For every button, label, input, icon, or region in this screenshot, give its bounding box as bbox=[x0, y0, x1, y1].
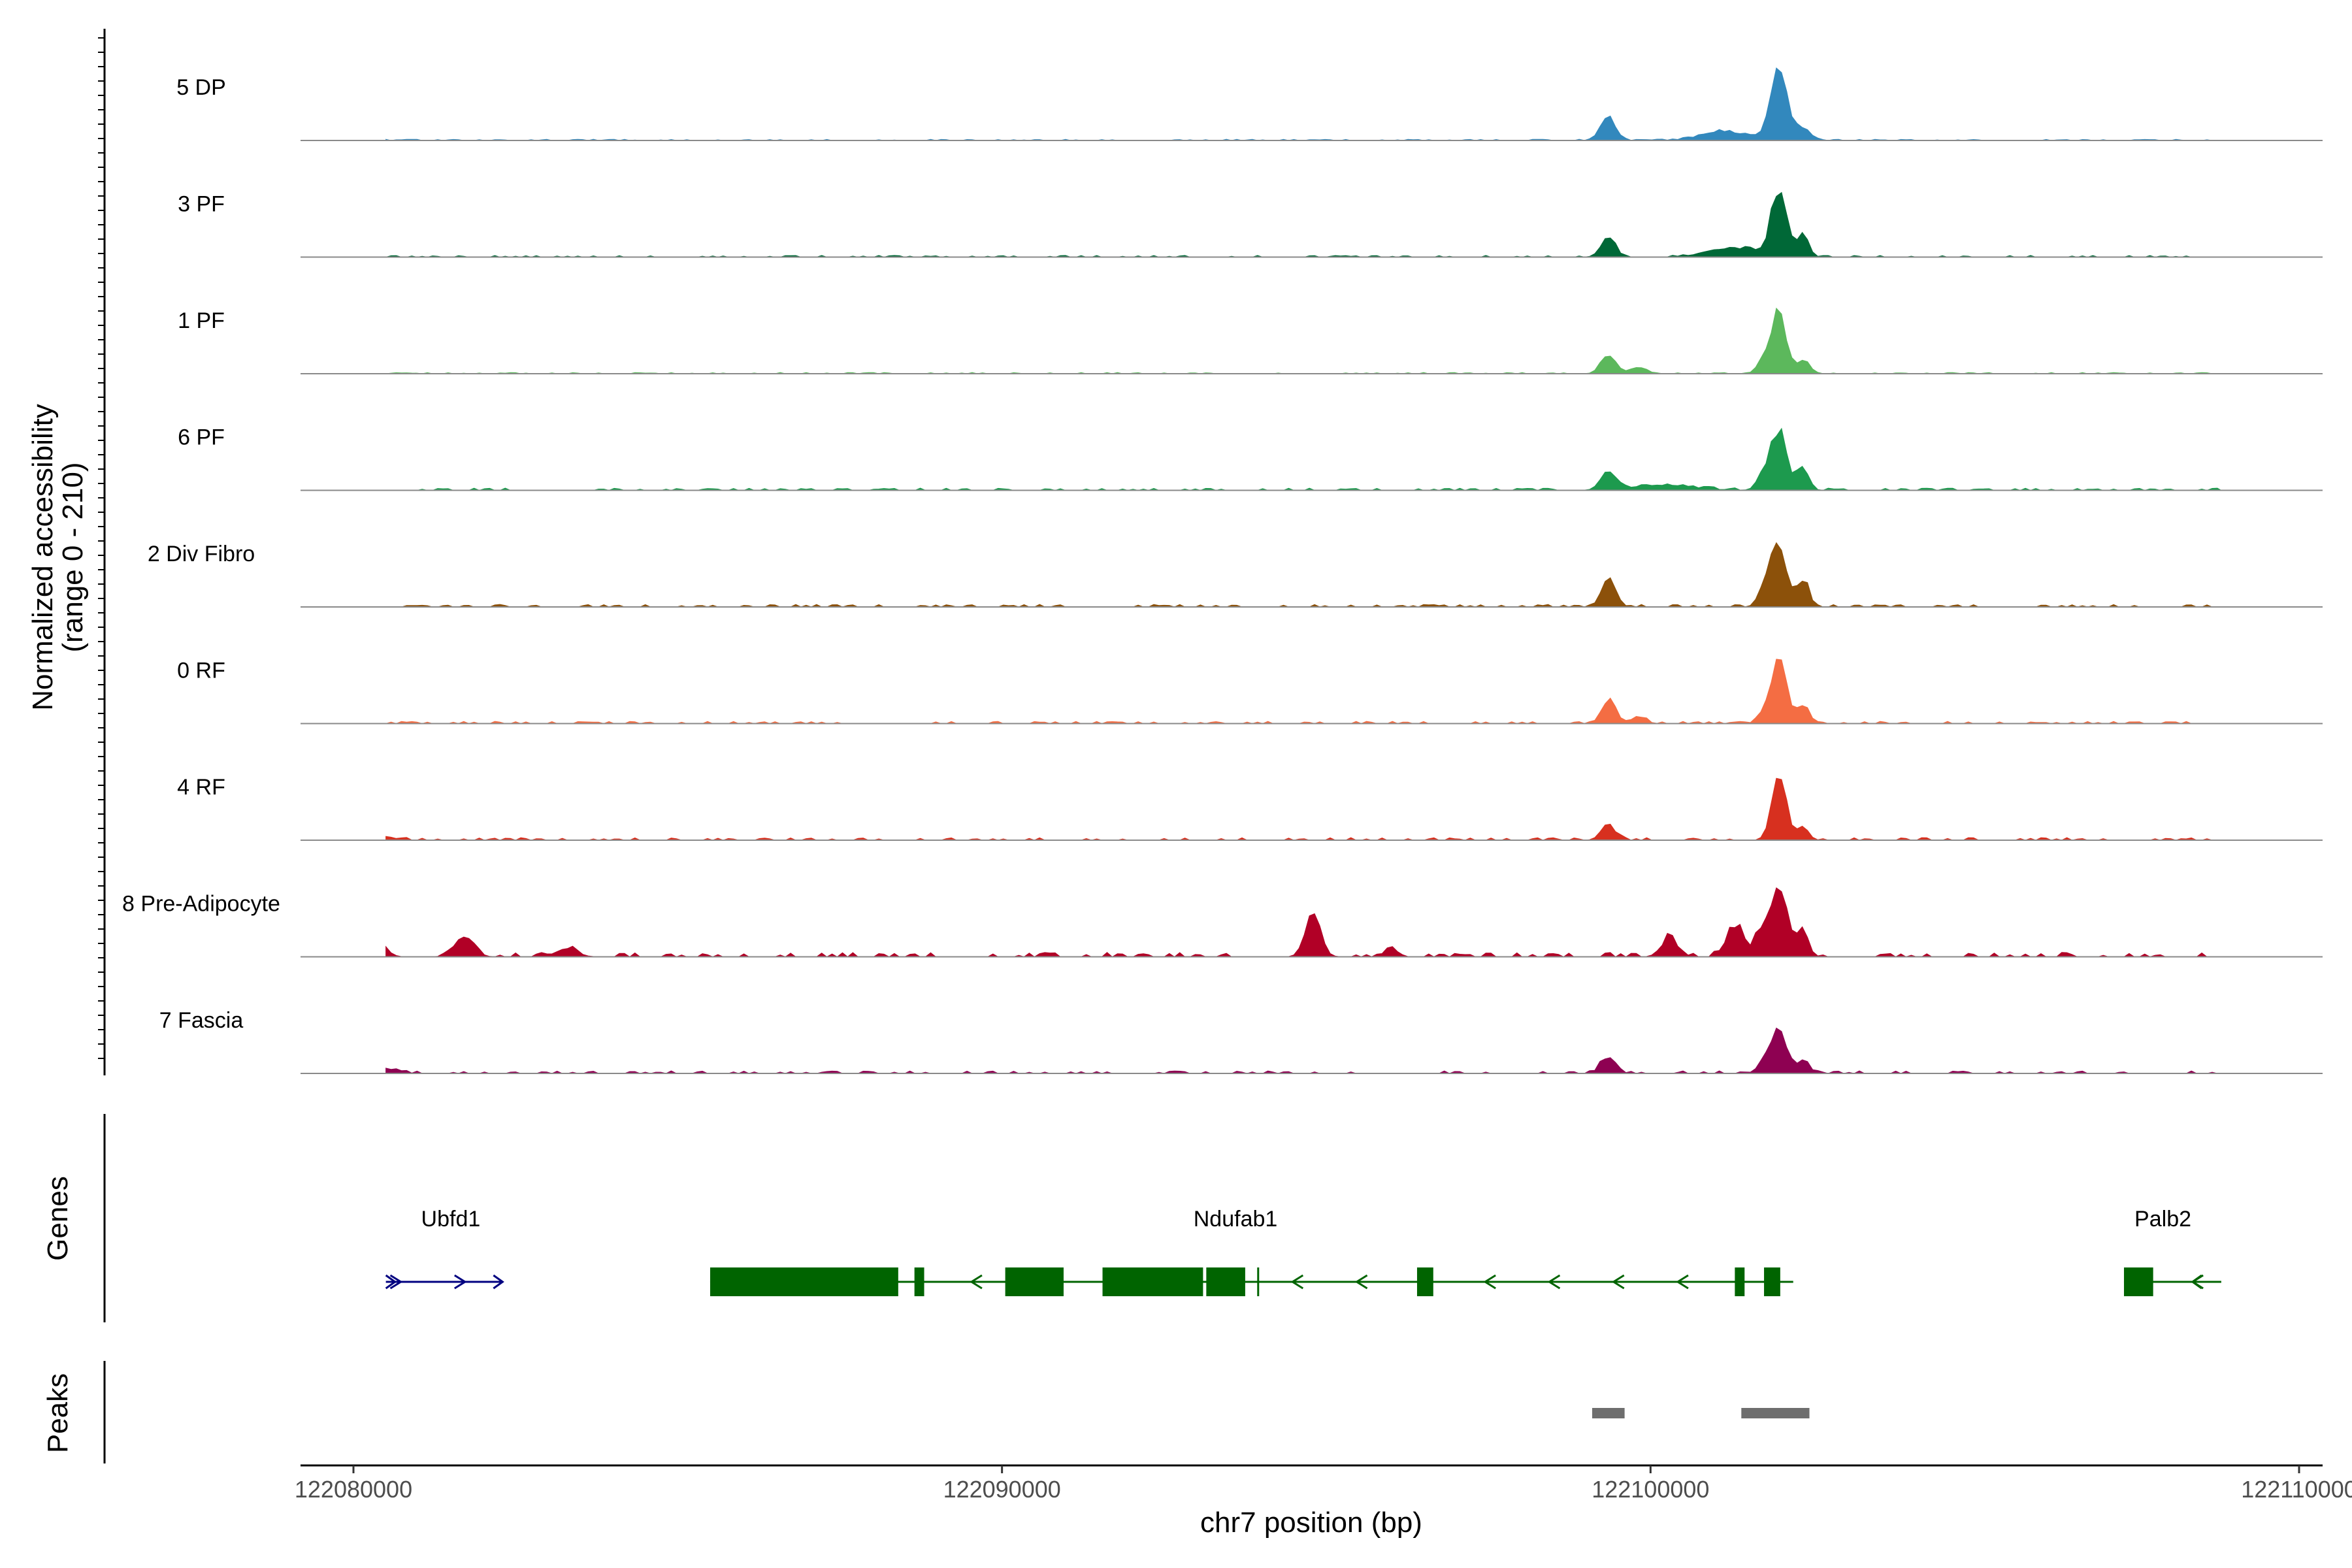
exon-block bbox=[1005, 1267, 1064, 1296]
gene-label: Ndufab1 bbox=[1194, 1207, 1278, 1232]
strand-arrow-icon bbox=[493, 1274, 504, 1290]
strand-arrow-icon bbox=[1354, 1274, 1368, 1290]
x-tick-label: 122090000 bbox=[943, 1476, 1061, 1503]
track-label: 5 DP bbox=[176, 75, 226, 100]
gene-ndufab1: Ndufab1 bbox=[710, 1207, 1793, 1296]
gene-models: Ubfd1 Ndufab1 Palb2 bbox=[385, 1207, 2221, 1296]
y-axis-title: Normalized accessibility (range 0 - 210) bbox=[27, 404, 89, 710]
track-7: 8 Pre-Adipocyte bbox=[122, 887, 2323, 958]
track-label: 6 PF bbox=[178, 425, 225, 450]
x-tick-label: 122100000 bbox=[1592, 1476, 1709, 1503]
exon-block bbox=[2123, 1267, 2153, 1296]
track-label: 1 PF bbox=[178, 308, 225, 333]
track-1: 3 PF bbox=[178, 192, 2323, 258]
genes-panel: Genes Ubfd1 Ndufab1 Palb2 bbox=[42, 1114, 2221, 1322]
track-3: 6 PF bbox=[178, 425, 2323, 491]
strand-arrow-icon bbox=[1611, 1274, 1625, 1290]
gene-label: Ubfd1 bbox=[421, 1207, 481, 1232]
track-0: 5 DP bbox=[176, 67, 2323, 141]
track-label: 0 RF bbox=[177, 659, 225, 683]
strand-arrow-icon bbox=[389, 1274, 403, 1290]
x-axis-ticks: 122080000 122090000 122100000 122110000 bbox=[295, 1465, 2352, 1503]
peak-region bbox=[1741, 1408, 1810, 1418]
exon-block bbox=[1416, 1267, 1433, 1296]
coverage-axis-ticks bbox=[98, 37, 105, 1059]
track-label: 7 Fascia bbox=[159, 1008, 244, 1033]
strand-arrow-icon bbox=[2191, 1274, 2202, 1290]
peak-regions bbox=[1592, 1408, 1810, 1418]
track-6: 4 RF bbox=[177, 775, 2323, 841]
genes-panel-label: Genes bbox=[42, 1176, 74, 1261]
coverage-tracks: 5 DP 3 PF 1 PF 6 PF 2 Div Fibro 0 RF 4 RF 8 Pre… bbox=[122, 67, 2323, 1074]
exon-block bbox=[1735, 1267, 1745, 1296]
x-tick-label: 122110000 bbox=[2241, 1476, 2352, 1503]
exon-block bbox=[1764, 1267, 1780, 1296]
track-label: 8 Pre-Adipocyte bbox=[122, 892, 280, 917]
track-2: 1 PF bbox=[178, 307, 2323, 374]
strand-arrow-icon bbox=[1290, 1274, 1304, 1290]
peak-region bbox=[1592, 1408, 1625, 1418]
exon-block bbox=[1102, 1267, 1203, 1296]
gene-label: Palb2 bbox=[2134, 1207, 2191, 1232]
exon-block bbox=[710, 1267, 898, 1296]
exon-block bbox=[1206, 1267, 1245, 1296]
track-5: 0 RF bbox=[177, 659, 2323, 725]
peaks-panel-label: Peaks bbox=[42, 1373, 74, 1453]
coverage-axis bbox=[98, 29, 106, 1075]
track-4: 2 Div Fibro bbox=[148, 542, 2323, 608]
track-label: 2 Div Fibro bbox=[148, 542, 255, 566]
track-label: 4 RF bbox=[177, 775, 225, 800]
exon-block bbox=[914, 1267, 924, 1296]
strand-arrow-icon bbox=[385, 1274, 397, 1290]
strand-arrow-icon bbox=[1483, 1274, 1496, 1290]
strand-arrow-icon bbox=[1547, 1274, 1561, 1290]
x-axis-title: chr7 position (bp) bbox=[1200, 1507, 1422, 1539]
x-tick-label: 122080000 bbox=[295, 1476, 412, 1503]
peaks-panel: Peaks bbox=[42, 1361, 1810, 1463]
y-axis-title-line1: Normalized accessibility bbox=[27, 404, 59, 710]
strand-arrow-icon bbox=[1676, 1274, 1689, 1290]
track-8: 7 Fascia bbox=[159, 1008, 2323, 1074]
strand-arrow-icon bbox=[454, 1274, 467, 1290]
gene-ubfd1: Ubfd1 bbox=[385, 1207, 504, 1290]
y-axis-title-line2: (range 0 - 210) bbox=[57, 462, 89, 652]
gene-palb2: Palb2 bbox=[2123, 1207, 2221, 1296]
x-axis: 122080000 122090000 122100000 122110000 chr… bbox=[295, 1464, 2352, 1539]
track-label: 3 PF bbox=[178, 192, 225, 217]
strand-arrow-icon bbox=[970, 1274, 983, 1290]
